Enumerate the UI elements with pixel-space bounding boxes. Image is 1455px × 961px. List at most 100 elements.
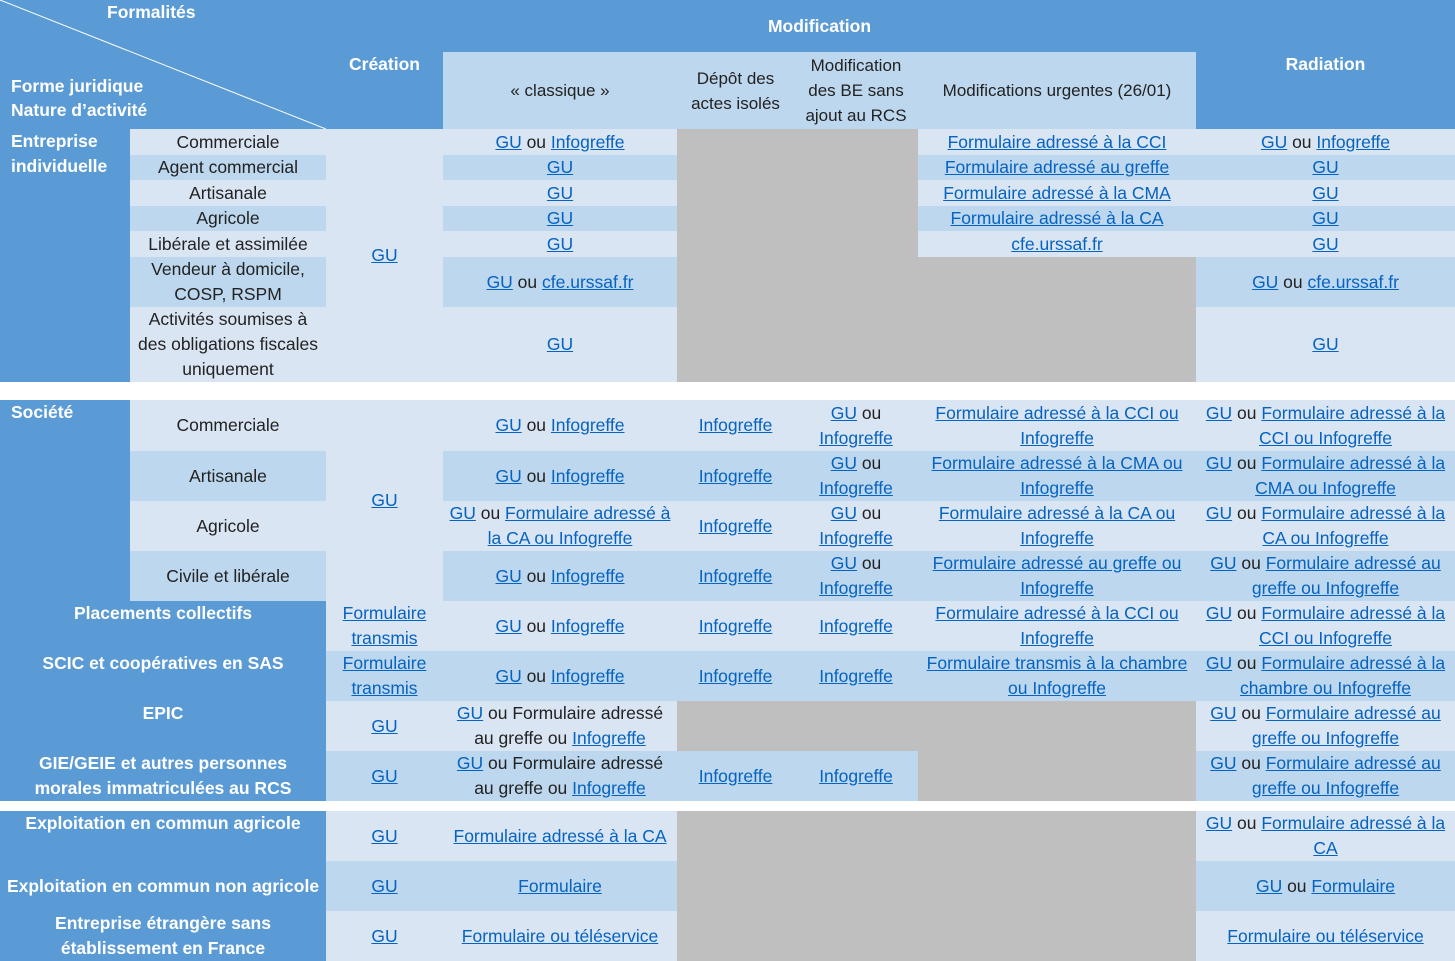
text: Exploitation en commun non agricole (6, 875, 320, 896)
link[interactable]: Formulaire (518, 875, 602, 896)
link[interactable]: Formulaire adressé à la CCI ou Infogreff… (1259, 402, 1446, 448)
link[interactable]: GU (1312, 157, 1339, 177)
link[interactable]: GU (371, 245, 398, 265)
link[interactable]: GU (486, 271, 513, 292)
link[interactable]: Formulaire transmis (342, 653, 427, 698)
link[interactable]: GU (371, 715, 398, 736)
link[interactable]: GU (371, 490, 398, 510)
link[interactable]: GU (546, 233, 574, 254)
link[interactable]: GU (1205, 603, 1233, 623)
link[interactable]: cfe.urssaf.fr (542, 271, 634, 292)
link[interactable]: Formulaire ou téléservice (1227, 925, 1424, 946)
link[interactable]: Infogreffe (550, 565, 625, 586)
link[interactable]: GU (1255, 875, 1283, 896)
link[interactable]: GU (495, 131, 522, 152)
link[interactable]: GU (1210, 703, 1237, 723)
link[interactable]: Formulaire adressé à la CMA ou Infogreff… (1255, 453, 1446, 498)
link[interactable]: Infogreffe (572, 728, 646, 748)
link[interactable]: GU (371, 875, 398, 896)
link[interactable]: Formulaire adressé au greffe ou Infogref… (932, 553, 1182, 598)
link[interactable]: GU (456, 753, 484, 773)
link[interactable]: GU (1252, 271, 1279, 292)
link[interactable]: Infogreffe (698, 565, 773, 586)
link[interactable]: GU (1210, 553, 1237, 573)
link[interactable]: GU (371, 825, 398, 846)
link[interactable]: Formulaire adressé au greffe ou Infogref… (1251, 753, 1441, 798)
link[interactable]: Formulaire ou téléservice (461, 925, 659, 946)
link[interactable]: Infogreffe (550, 615, 625, 636)
link[interactable]: Formulaire adressé à la CA ou Infogreffe (938, 503, 1176, 548)
link[interactable]: GU (546, 157, 574, 177)
link[interactable]: Formulaire adressé au greffe ou Infogref… (1251, 553, 1441, 598)
link[interactable]: Formulaire adressé au greffe (944, 157, 1170, 177)
link[interactable]: GU (371, 925, 398, 946)
link[interactable]: Infogreffe (1316, 131, 1391, 152)
link[interactable]: GU (371, 765, 398, 786)
link[interactable]: Formulaire transmis à la chambre ou Info… (926, 653, 1188, 698)
link[interactable]: GU (830, 553, 857, 573)
link[interactable]: Formulaire adressé à la CA (950, 208, 1164, 228)
link[interactable]: Infogreffe (550, 415, 625, 435)
link[interactable]: GU (1205, 653, 1233, 673)
link[interactable]: GU (1205, 402, 1233, 423)
link[interactable]: Infogreffe (550, 465, 625, 486)
link[interactable]: Infogreffe (698, 465, 773, 486)
link[interactable]: GU (1312, 233, 1339, 254)
link[interactable]: GU (495, 565, 522, 586)
link[interactable]: Formulaire adressé à la CCI ou Infogreff… (1259, 603, 1446, 648)
link[interactable]: Infogreffe (819, 665, 893, 686)
link[interactable]: Formulaire adressé à la CMA (943, 182, 1171, 203)
link[interactable]: Formulaire adressé à la CCI (947, 131, 1167, 152)
link[interactable]: GU (1312, 334, 1339, 354)
link[interactable]: GU (495, 615, 522, 636)
link[interactable]: GU (1260, 131, 1288, 152)
link[interactable]: Formulaire adressé à la CA (1261, 813, 1446, 858)
link[interactable]: Infogreffe (698, 515, 773, 536)
link[interactable]: GU (546, 208, 574, 228)
link[interactable]: Infogreffe (819, 478, 893, 498)
link[interactable]: Infogreffe (550, 665, 625, 686)
link[interactable]: Infogreffe (698, 765, 773, 786)
link[interactable]: GU (546, 334, 574, 354)
link[interactable]: Infogreffe (698, 665, 773, 686)
societe-modifbe-2-content: GU ou Infogreffe (798, 501, 914, 551)
link[interactable]: GU (1312, 182, 1339, 203)
link[interactable]: cfe.urssaf.fr (1307, 271, 1399, 292)
link[interactable]: Infogreffe (819, 578, 893, 598)
link[interactable]: Formulaire adressé au greffe ou Infogref… (1251, 703, 1441, 748)
link[interactable]: Formulaire transmis (342, 603, 427, 648)
link[interactable]: GU (830, 402, 857, 423)
link[interactable]: GU (830, 453, 857, 473)
link[interactable]: Infogreffe (819, 427, 893, 448)
link[interactable]: GU (1312, 208, 1339, 228)
link[interactable]: Formulaire adressé à la CA ou Infogreffe (1261, 503, 1446, 548)
link[interactable]: Infogreffe (698, 615, 773, 636)
link[interactable]: GU (830, 503, 857, 523)
link[interactable]: GU (449, 503, 476, 523)
link[interactable]: Infogreffe (550, 131, 625, 152)
link[interactable]: GU (1205, 453, 1233, 473)
link[interactable]: GU (456, 703, 484, 723)
link[interactable]: GU (495, 415, 522, 435)
link[interactable]: Formulaire adressé à la chambre ou Infog… (1240, 653, 1446, 698)
link[interactable]: Infogreffe (819, 765, 893, 786)
link[interactable]: GU (1205, 813, 1233, 833)
link[interactable]: Infogreffe (698, 415, 773, 435)
link[interactable]: GU (546, 182, 574, 203)
link[interactable]: GU (495, 665, 522, 686)
link[interactable]: Formulaire adressé à la CA ou Infogreffe (487, 503, 671, 548)
link[interactable]: Infogreffe (819, 528, 893, 548)
link[interactable]: cfe.urssaf.fr (1011, 233, 1103, 254)
link[interactable]: Formulaire adressé à la CMA ou Infogreff… (931, 453, 1183, 498)
scic-urgentes-content: Formulaire transmis à la chambre ou Info… (922, 651, 1192, 701)
link[interactable]: GU (1210, 753, 1237, 773)
link[interactable]: Infogreffe (819, 615, 893, 636)
ei-urgentes-2-content: Formulaire adressé à la CMA (943, 181, 1171, 206)
link[interactable]: GU (1205, 503, 1233, 523)
link[interactable]: Formulaire adressé à la CCI ou Infogreff… (935, 603, 1179, 648)
link[interactable]: Formulaire (1311, 875, 1396, 896)
link[interactable]: Infogreffe (572, 778, 646, 798)
link[interactable]: GU (495, 465, 522, 486)
link[interactable]: Formulaire adressé à la CCI ou Infogreff… (935, 402, 1179, 448)
link[interactable]: Formulaire adressé à la CA (453, 825, 667, 846)
